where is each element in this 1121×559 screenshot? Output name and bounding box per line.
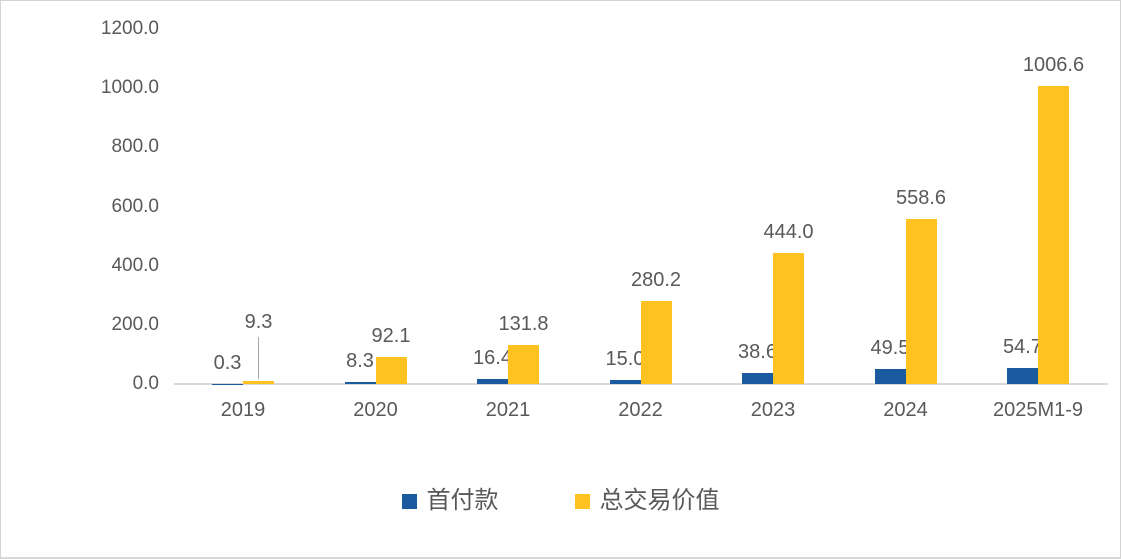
x-axis-line [174, 383, 1108, 385]
y-axis-tick-label: 800.0 [111, 136, 159, 158]
x-axis-tick-label: 2021 [485, 399, 531, 421]
bar-downpayment [1007, 367, 1038, 384]
bar-downpayment [609, 379, 641, 384]
legend-swatch-icon [401, 493, 417, 509]
data-label: 9.3 [244, 311, 273, 334]
data-label: 92.1 [371, 324, 411, 347]
legend-label: 总交易价值 [599, 487, 720, 514]
bar-total-transaction-value [1038, 86, 1069, 384]
y-axis-tick-label: 400.0 [111, 254, 159, 276]
legend-label: 首付款 [426, 487, 499, 514]
bar-total-transaction-value [905, 218, 937, 384]
x-axis-tick-label: 2024 [883, 399, 928, 421]
x-axis-tick-label: 2025M1-9 [992, 399, 1084, 421]
x-axis-tick-label: 2019 [220, 399, 266, 421]
chart-legend: 首付款 总交易价值 [1, 487, 1120, 514]
x-axis-tick-label: 2023 [750, 399, 796, 421]
bar-downpayment [477, 379, 508, 384]
x-axis-tick-label: 2020 [353, 399, 398, 421]
data-label: 15.0 [605, 347, 645, 370]
bar-total-transaction-value [243, 381, 274, 384]
bar-downpayment [344, 381, 376, 384]
legend-item: 首付款 [401, 487, 499, 514]
data-label: 8.3 [346, 349, 374, 372]
data-label: 0.3 [213, 351, 242, 374]
bar-downpayment [874, 369, 906, 384]
data-label: 558.6 [895, 186, 947, 209]
bar-total-transaction-value [375, 356, 407, 384]
y-axis-tick-label: 1000.0 [100, 77, 159, 99]
bar-total-transaction-value [773, 252, 804, 384]
data-label: 49.5 [870, 337, 910, 360]
data-label: 38.6 [738, 340, 777, 363]
data-label: 1006.6 [1022, 54, 1085, 77]
bar-downpayment [742, 372, 773, 384]
y-axis-tick-label: 1200.0 [100, 18, 159, 39]
x-axis-tick-label: 2022 [618, 399, 663, 421]
legend-item: 总交易价值 [574, 487, 720, 514]
data-label: 280.2 [630, 269, 682, 292]
bar-total-transaction-value [640, 301, 672, 384]
legend-swatch-icon [574, 493, 590, 509]
leader-line [257, 337, 259, 380]
bar-total-transaction-value [508, 345, 539, 384]
data-label: 444.0 [763, 220, 814, 243]
data-label: 16.4 [473, 347, 512, 370]
data-label: 54.7 [1003, 335, 1042, 358]
y-axis-tick-label: 600.0 [111, 195, 159, 217]
y-axis-tick-label: 0.0 [132, 373, 159, 394]
y-axis-tick-label: 200.0 [111, 313, 159, 335]
data-label: 131.8 [498, 313, 549, 335]
